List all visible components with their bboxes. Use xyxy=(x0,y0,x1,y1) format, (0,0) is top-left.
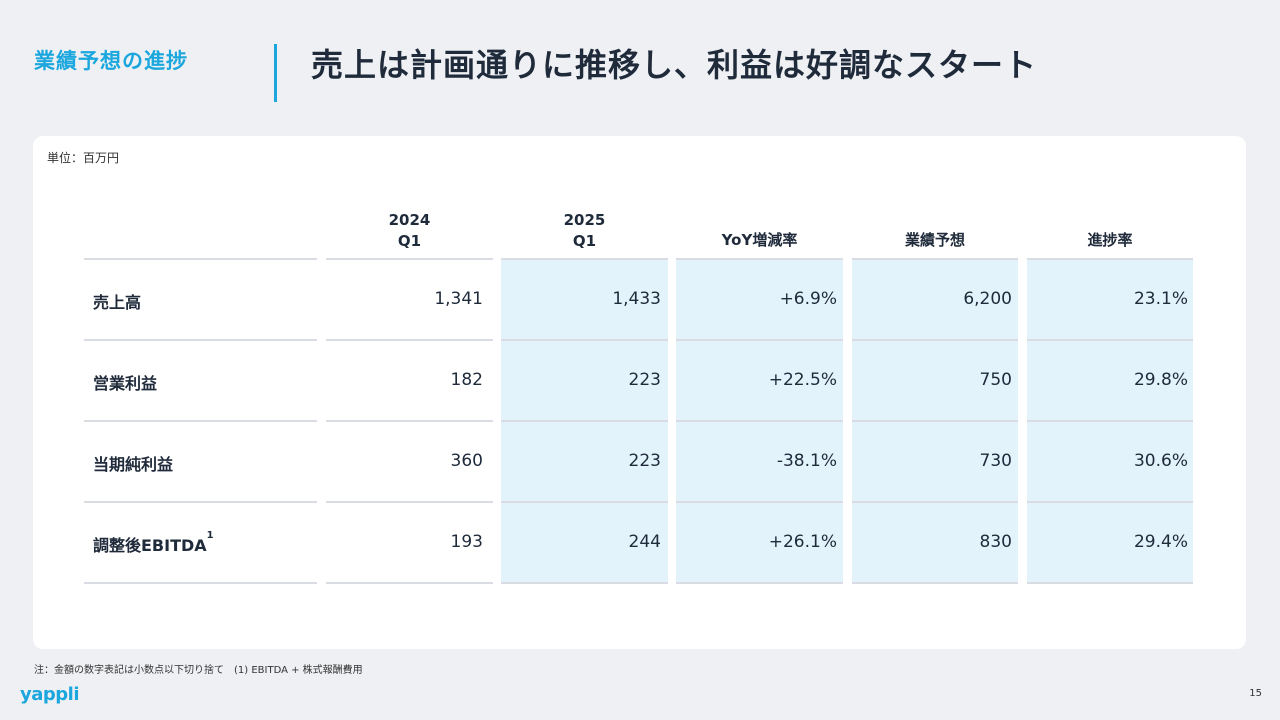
row-divider xyxy=(501,420,668,422)
row-divider xyxy=(326,582,493,584)
table-cell: 30.6% xyxy=(1133,451,1188,471)
row-divider xyxy=(501,339,668,341)
row-divider xyxy=(676,501,843,503)
row-divider xyxy=(326,501,493,503)
header-progress: 進捗率 xyxy=(1087,231,1133,249)
row-divider xyxy=(501,258,668,260)
row-divider xyxy=(1027,258,1193,260)
table-cell: 193 xyxy=(450,532,483,552)
yappli-logo: yappli xyxy=(20,684,80,705)
header-2025q1: 2025 Q1 xyxy=(563,211,606,250)
table-cell: 750 xyxy=(979,370,1012,390)
row-divider xyxy=(852,258,1018,260)
footnote: 注：金額の数字表記は小数点以下切り捨て (1) EBITDA + 株式報酬費用 xyxy=(34,665,363,676)
row-divider xyxy=(326,339,493,341)
table-cell: +26.1% xyxy=(768,532,837,552)
row-divider xyxy=(84,582,317,584)
header-yoy: YoY増減率 xyxy=(721,231,798,249)
row-label-sales: 売上高 xyxy=(93,293,142,312)
table-cell: +6.9% xyxy=(779,289,837,309)
row-divider xyxy=(676,420,843,422)
row-divider xyxy=(1027,501,1193,503)
row-label-operating-profit: 営業利益 xyxy=(93,374,158,393)
row-divider xyxy=(501,501,668,503)
table-cell: 244 xyxy=(628,532,661,552)
slide-title: 売上は計画通りに推移し、利益は好調なスタート xyxy=(311,46,1038,84)
page-number: 15 xyxy=(1249,688,1262,699)
row-divider xyxy=(676,582,843,584)
table-cell: 182 xyxy=(450,370,483,390)
footnote-marker: 1 xyxy=(206,530,214,541)
row-divider xyxy=(84,339,317,341)
row-divider xyxy=(852,339,1018,341)
table-cell: 223 xyxy=(628,451,661,471)
title-divider xyxy=(274,44,277,102)
row-divider xyxy=(676,258,843,260)
row-divider xyxy=(326,420,493,422)
header-2024q1: 2024 Q1 xyxy=(388,211,431,250)
section-label: 業績予想の進捗 xyxy=(34,49,188,73)
row-divider xyxy=(676,339,843,341)
table-cell: 223 xyxy=(628,370,661,390)
row-divider xyxy=(326,258,493,260)
table-cell: +22.5% xyxy=(768,370,837,390)
content-card: 単位：百万円 2024 Q1 2025 Q1 YoY増減率 業績予想 進捗率 売上高… xyxy=(33,136,1246,649)
row-label-adjusted-ebitda: 調整後EBITDA1 xyxy=(93,530,214,555)
row-divider xyxy=(501,582,668,584)
table-cell: 830 xyxy=(979,532,1012,552)
row-divider xyxy=(84,420,317,422)
row-divider xyxy=(84,258,317,260)
table-cell: 730 xyxy=(979,451,1012,471)
row-divider xyxy=(1027,339,1193,341)
table-cell: 6,200 xyxy=(963,289,1012,309)
row-divider xyxy=(1027,420,1193,422)
row-divider xyxy=(1027,582,1193,584)
table-cell: 360 xyxy=(450,451,483,471)
table-cell: 23.1% xyxy=(1133,289,1188,309)
table-cell: -38.1% xyxy=(776,451,837,471)
row-divider xyxy=(852,582,1018,584)
header-forecast: 業績予想 xyxy=(904,231,965,249)
table-cell: 1,341 xyxy=(434,289,483,309)
table-cell: 29.8% xyxy=(1133,370,1188,390)
table-cell: 29.4% xyxy=(1133,532,1188,552)
row-divider xyxy=(84,501,317,503)
unit-label: 単位：百万円 xyxy=(47,151,120,165)
table-cell: 1,433 xyxy=(612,289,661,309)
row-label-net-income: 当期純利益 xyxy=(93,455,174,474)
row-divider xyxy=(852,420,1018,422)
row-divider xyxy=(852,501,1018,503)
